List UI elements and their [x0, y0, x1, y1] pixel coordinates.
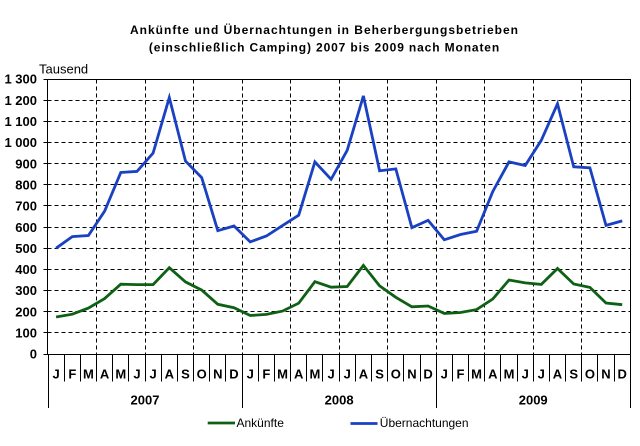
- svg-text:D: D: [423, 367, 432, 382]
- svg-text:J: J: [538, 367, 545, 382]
- svg-text:300: 300: [15, 283, 37, 298]
- svg-text:S: S: [569, 367, 578, 382]
- svg-text:J: J: [52, 367, 59, 382]
- svg-text:D: D: [618, 367, 627, 382]
- svg-text:S: S: [181, 367, 190, 382]
- svg-text:700: 700: [15, 199, 37, 214]
- svg-text:A: A: [488, 367, 498, 382]
- svg-text:O: O: [197, 367, 207, 382]
- svg-text:A: A: [100, 367, 110, 382]
- svg-text:900: 900: [15, 156, 37, 171]
- svg-text:200: 200: [15, 304, 37, 319]
- svg-text:J: J: [149, 367, 156, 382]
- svg-text:N: N: [213, 367, 222, 382]
- svg-text:O: O: [585, 367, 595, 382]
- svg-text:N: N: [601, 367, 610, 382]
- svg-text:M: M: [471, 367, 482, 382]
- svg-text:1 300: 1 300: [4, 72, 37, 87]
- svg-text:J: J: [133, 367, 140, 382]
- svg-text:J: J: [327, 367, 334, 382]
- svg-text:M: M: [115, 367, 126, 382]
- svg-text:A: A: [294, 367, 304, 382]
- svg-text:1 200: 1 200: [4, 93, 37, 108]
- svg-text:F: F: [262, 367, 270, 382]
- svg-text:Ankünfte und Übernachtungen in: Ankünfte und Übernachtungen in Beherberg…: [130, 22, 519, 37]
- svg-text:F: F: [457, 367, 465, 382]
- svg-text:A: A: [165, 367, 175, 382]
- svg-text:M: M: [277, 367, 288, 382]
- svg-text:1 000: 1 000: [4, 135, 37, 150]
- svg-text:J: J: [441, 367, 448, 382]
- svg-text:J: J: [247, 367, 254, 382]
- svg-text:A: A: [359, 367, 369, 382]
- svg-text:Übernachtungen: Übernachtungen: [380, 416, 469, 430]
- svg-text:J: J: [344, 367, 351, 382]
- svg-text:M: M: [83, 367, 94, 382]
- svg-text:0: 0: [30, 347, 37, 362]
- svg-text:D: D: [229, 367, 238, 382]
- svg-text:J: J: [522, 367, 529, 382]
- svg-text:N: N: [407, 367, 416, 382]
- svg-text:2007: 2007: [131, 393, 160, 408]
- svg-text:M: M: [309, 367, 320, 382]
- svg-text:800: 800: [15, 178, 37, 193]
- svg-text:Ankünfte: Ankünfte: [237, 416, 285, 430]
- svg-text:F: F: [68, 367, 76, 382]
- svg-text:400: 400: [15, 262, 37, 277]
- svg-text:A: A: [553, 367, 563, 382]
- svg-text:2009: 2009: [519, 393, 548, 408]
- svg-text:600: 600: [15, 220, 37, 235]
- svg-text:(einschließlich Camping) 2007: (einschließlich Camping) 2007 bis 2009 n…: [149, 40, 500, 54]
- svg-text:500: 500: [15, 241, 37, 256]
- svg-text:S: S: [375, 367, 384, 382]
- svg-text:1 100: 1 100: [4, 114, 37, 129]
- svg-text:100: 100: [15, 326, 37, 341]
- svg-text:M: M: [504, 367, 515, 382]
- svg-text:O: O: [391, 367, 401, 382]
- svg-text:2008: 2008: [325, 393, 354, 408]
- svg-text:Tausend: Tausend: [39, 62, 88, 77]
